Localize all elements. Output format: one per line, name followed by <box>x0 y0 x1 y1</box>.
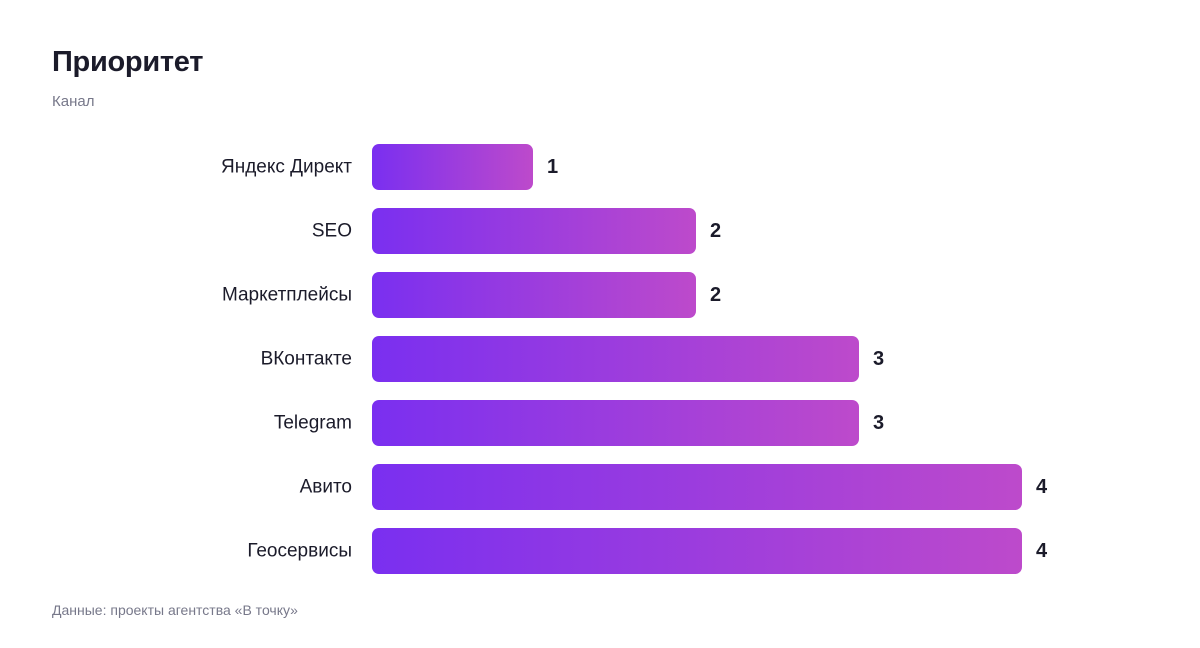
bar <box>372 400 859 446</box>
bar-group: Авито 4 <box>300 464 1048 510</box>
bar-group: ВКонтакте 3 <box>261 336 884 382</box>
value-label: 4 <box>1036 540 1048 562</box>
bar <box>372 208 696 254</box>
value-label: 3 <box>873 412 884 434</box>
category-label: Авито <box>300 477 352 498</box>
bar-group: Telegram 3 <box>274 400 884 446</box>
chart-title: Приоритет <box>52 46 204 78</box>
value-label: 3 <box>873 348 884 370</box>
value-label: 2 <box>710 220 721 242</box>
category-label: ВКонтакте <box>261 349 352 370</box>
bar-group: Яндекс Директ 1 <box>221 144 558 190</box>
chart-subtitle: Канал <box>52 93 95 110</box>
value-label: 2 <box>710 284 721 306</box>
bar <box>372 464 1022 510</box>
category-label: Яндекс Директ <box>221 157 352 178</box>
bar-group: Маркетплейсы 2 <box>222 272 721 318</box>
value-label: 4 <box>1036 476 1048 498</box>
bar <box>372 144 533 190</box>
bar <box>372 272 696 318</box>
bar <box>372 336 859 382</box>
category-label: Геосервисы <box>247 541 352 562</box>
bar-group: Геосервисы 4 <box>247 528 1048 574</box>
bar <box>372 528 1022 574</box>
value-label: 1 <box>547 156 558 178</box>
data-source-note: Данные: проекты агентства «В точку» <box>52 602 298 618</box>
category-label: SEO <box>312 221 352 242</box>
category-label: Telegram <box>274 413 352 434</box>
bars-layer: Яндекс Директ 1 SEO 2 Маркетплейсы 2 ВКонтакте… <box>221 144 1048 574</box>
bar-group: SEO 2 <box>312 208 721 254</box>
category-label: Маркетплейсы <box>222 285 352 306</box>
